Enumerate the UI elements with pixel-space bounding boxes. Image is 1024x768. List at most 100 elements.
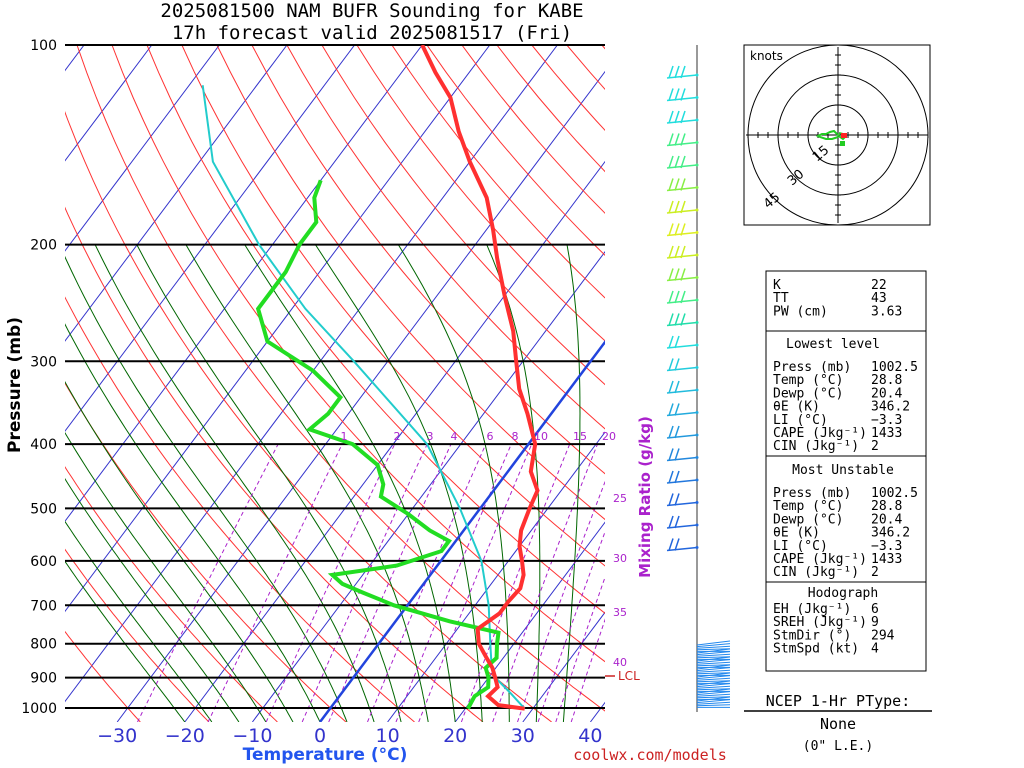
wind-barb-point: [695, 456, 699, 459]
wind-barb: [696, 683, 731, 688]
index-value: −3.3: [871, 413, 902, 428]
wind-barb-point: [695, 298, 699, 302]
wind-barb-flag: [674, 538, 680, 551]
wind-barb-flag: [680, 155, 686, 169]
ptype-panel: NCEP 1-Hr PType: None (0" L.E.): [744, 692, 932, 754]
wind-barb: [696, 664, 731, 670]
mixing-ratio-line: [537, 530, 605, 722]
index-value: 22: [871, 278, 887, 293]
pressure-tick-label: 700: [30, 598, 57, 614]
index-label: TT: [773, 291, 789, 306]
lcl-label: LCL: [618, 669, 640, 683]
index-label: CIN (Jkg⁻¹): [773, 565, 859, 580]
dry-adiabat: [216, 45, 605, 521]
moist-adiabat: [65, 381, 294, 722]
moist-adiabat: [65, 560, 186, 722]
dry-adiabat: [146, 45, 605, 614]
wind-barb-flag: [674, 200, 680, 214]
index-label: θE (K): [773, 400, 820, 415]
mixing-ratio-label: 8: [512, 430, 519, 443]
mixing-ratio-line: [418, 443, 533, 722]
moist-adiabat: [65, 520, 213, 722]
wind-barb-flag: [668, 515, 674, 529]
index-value: 2: [871, 565, 879, 580]
sounding-profiles: [201, 45, 540, 711]
wind-barb: [696, 677, 731, 681]
moist-adiabat-lines: [65, 244, 581, 722]
wind-barb-flag: [680, 223, 686, 236]
mixing-ratio-line: [492, 443, 598, 722]
pressure-tick-labels: 100 200 300 400 500 600 700 800 900 1000: [21, 38, 57, 717]
isotherm: [65, 45, 153, 162]
index-label: Press (mb): [773, 360, 851, 375]
wind-barb: [666, 456, 698, 462]
wind-barb-flag: [668, 403, 674, 416]
temperature-tick-label: −10: [232, 725, 272, 747]
index-value: 346.2: [871, 400, 910, 415]
index-value: 4: [871, 642, 879, 657]
index-value: 43: [871, 291, 887, 306]
lowest-level-title: Lowest level: [786, 337, 880, 352]
wind-barb: [696, 696, 731, 699]
wind-barb-point: [695, 388, 699, 392]
wind-barb: [696, 656, 731, 662]
wind-barb-flag: [674, 245, 680, 259]
dry-adiabat: [111, 45, 605, 663]
chart-title-line1: 2025081500 NAM BUFR Sounding for KABE: [160, 0, 583, 22]
pressure-tick-label: 200: [30, 238, 57, 254]
mixing-ratio-axis-label: Mixing Ratio (g/kg): [636, 416, 654, 578]
index-label: Temp (°C): [773, 499, 843, 514]
wind-barb-flag: [674, 380, 680, 394]
pressure-tick-label: 600: [30, 554, 57, 570]
mixing-ratio-line: [301, 443, 428, 722]
wind-barb-flag: [680, 88, 686, 101]
temperature-tick-label: −20: [165, 725, 205, 747]
ptype-title: NCEP 1-Hr PType:: [766, 692, 911, 710]
wind-barb-flag: [668, 493, 674, 506]
index-label: StmSpd (kt): [773, 642, 859, 657]
wind-barb-flag: [674, 358, 680, 371]
isotherm: [65, 45, 423, 523]
temperature-tick-label: 0: [314, 725, 326, 747]
wind-barb-point: [695, 73, 699, 77]
wind-barb-point: [695, 141, 699, 144]
mixing-ratio-label: 6: [487, 430, 494, 443]
wind-barb-flag: [674, 515, 680, 529]
wind-barb-flag: [668, 200, 674, 214]
wind-barb-point: [695, 546, 699, 549]
wind-barb: [696, 640, 731, 646]
wind-barb-flag: [674, 223, 680, 236]
wind-barb: [666, 546, 698, 552]
wind-barb-flag: [674, 133, 680, 146]
moist-adiabat: [314, 244, 483, 722]
wind-barb-flag: [668, 245, 674, 259]
index-value: 2: [871, 439, 879, 454]
mixing-ratio-lines: [137, 443, 605, 722]
mixing-ratio-line: [265, 443, 396, 722]
wind-barb-point: [695, 96, 699, 99]
wind-barb: [696, 661, 731, 665]
wind-barb-flag: [668, 133, 674, 146]
index-label: StmDir (°): [773, 628, 851, 643]
wind-barb-flag: [668, 290, 674, 304]
wind-barb-flag: [674, 470, 680, 484]
wind-barb-point: [695, 433, 699, 437]
wind-barb: [696, 672, 731, 675]
wind-barb: [696, 645, 731, 649]
wind-barb: [696, 648, 731, 654]
temperature-tick-label: −30: [97, 725, 137, 747]
wind-barb-flag: [674, 268, 680, 281]
wind-barb-point: [695, 523, 699, 527]
most-unstable-title: Most Unstable: [792, 463, 894, 478]
index-label: EH (Jkg⁻¹): [773, 602, 851, 617]
wind-barb-flag: [674, 88, 680, 101]
isotherm: [65, 45, 491, 613]
temperature-tick-label: 40: [578, 725, 602, 747]
dry-adiabat: [65, 382, 347, 722]
dry-adiabat: [461, 45, 605, 214]
wind-barb-flag: [680, 65, 686, 79]
index-value: 294: [871, 628, 895, 643]
index-label: CAPE (Jkg⁻¹): [773, 426, 867, 441]
mixing-ratio-labels: 1 2 3 4 6 8 10 15 20 25 30 35 40: [341, 430, 628, 669]
mixing-ratio-label: 15: [573, 430, 587, 443]
